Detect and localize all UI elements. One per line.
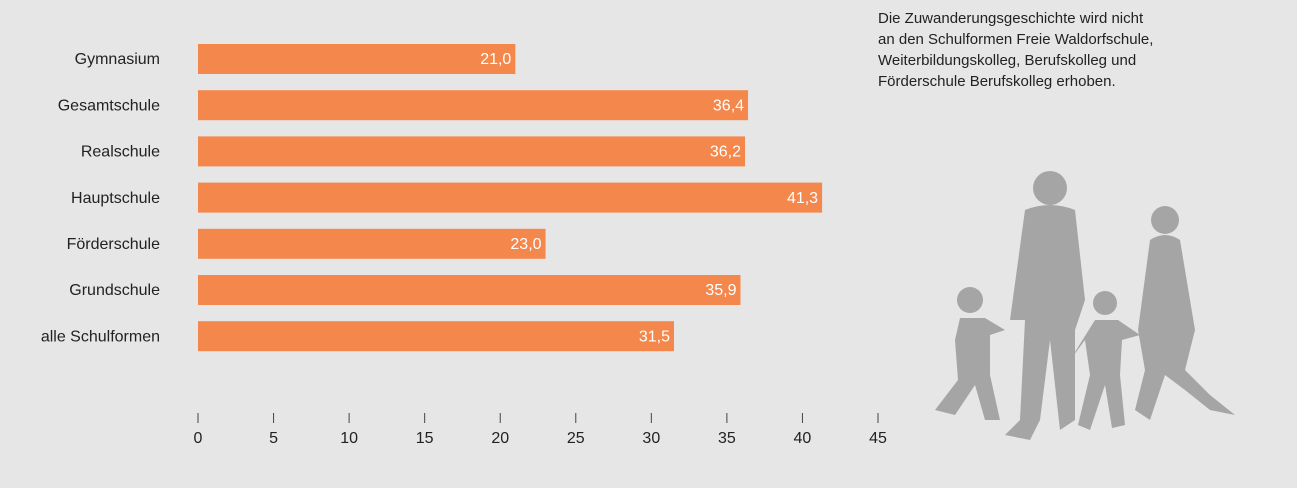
value-label: 31,5 xyxy=(639,328,670,345)
value-label: 41,3 xyxy=(787,190,818,207)
bar xyxy=(198,90,749,121)
bar xyxy=(198,44,516,74)
x-tick-label: 0 xyxy=(194,430,203,447)
y-tick-label: Hauptschule xyxy=(71,190,160,207)
x-tick-label: 30 xyxy=(642,430,660,447)
x-tick-label: 15 xyxy=(416,430,434,447)
x-tick-label: 20 xyxy=(491,430,509,447)
y-tick-label: Förderschule xyxy=(67,236,160,253)
y-tick-label: Realschule xyxy=(81,144,160,161)
bar xyxy=(198,321,674,352)
x-tick-label: 35 xyxy=(718,430,736,447)
annotation: an den Schulformen Freie Waldorfschule, xyxy=(878,31,1153,48)
x-tick-label: 40 xyxy=(794,430,812,447)
bar xyxy=(198,182,823,213)
x-tick-label: 5 xyxy=(269,430,278,447)
y-tick-label: Gymnasium xyxy=(75,51,160,68)
annotation: Weiterbildungskolleg, Berufskolleg und xyxy=(878,52,1136,69)
bar xyxy=(198,275,741,305)
y-tick-label: Grundschule xyxy=(69,282,160,299)
x-tick-label: 10 xyxy=(340,430,358,447)
annotation: Die Zuwanderungsgeschichte wird nicht xyxy=(878,10,1144,27)
value-label: 35,9 xyxy=(705,282,736,299)
x-tick-label: 45 xyxy=(869,430,887,447)
annotation: Förderschule Berufskolleg erhoben. xyxy=(878,73,1116,90)
bar xyxy=(198,136,746,167)
family-silhouette xyxy=(935,171,1235,440)
bar xyxy=(198,228,546,259)
x-tick-label: 25 xyxy=(567,430,585,447)
value-label: 23,0 xyxy=(510,236,541,253)
value-label: 36,2 xyxy=(710,144,741,161)
value-label: 21,0 xyxy=(480,51,511,68)
value-label: 36,4 xyxy=(713,97,744,114)
y-tick-label: Gesamtschule xyxy=(58,97,160,114)
y-tick-label: alle Schulformen xyxy=(41,328,160,345)
